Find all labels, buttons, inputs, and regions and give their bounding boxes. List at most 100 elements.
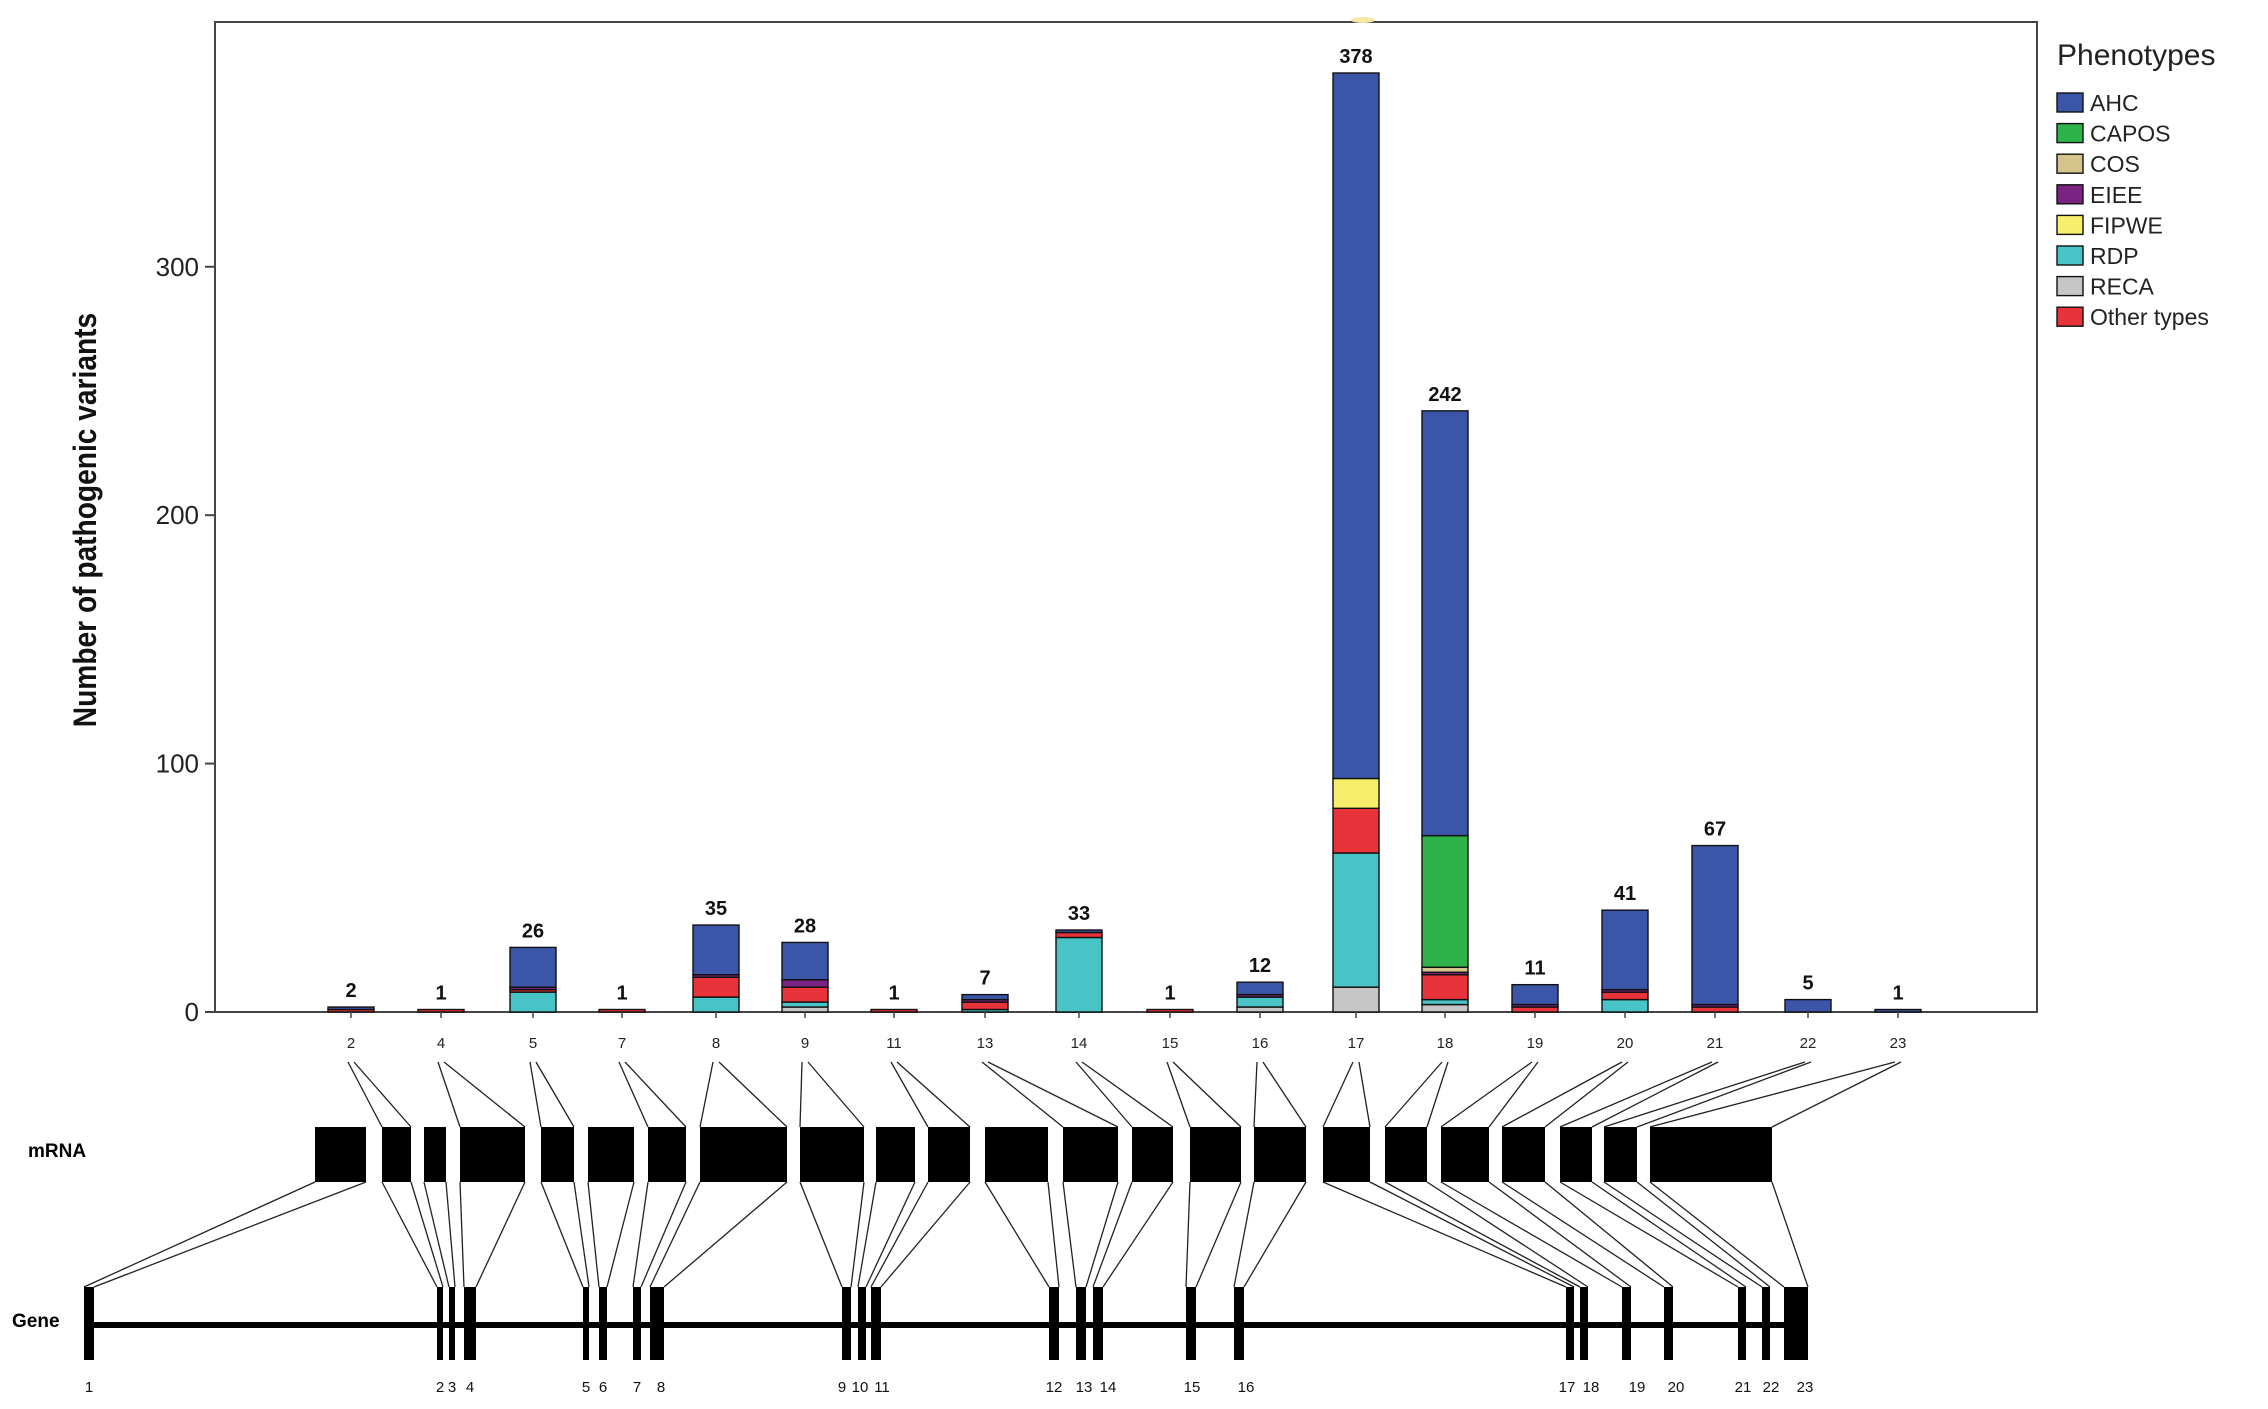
- gene-exon-label: 6: [599, 1379, 607, 1396]
- bar-segment-other-types: [598, 1008, 646, 1013]
- mrna-exon: [1385, 1127, 1427, 1182]
- mrna-to-gene-line: [850, 1181, 865, 1288]
- mrna-to-gene-line: [1501, 1181, 1665, 1288]
- mrna-to-gene-line: [1085, 1181, 1119, 1288]
- bar-total-label: 7: [979, 968, 990, 990]
- gene-exon-label: 23: [1797, 1379, 1814, 1396]
- bar-total-label: 26: [522, 920, 544, 942]
- mrna-exon: [1560, 1127, 1592, 1182]
- legend: Phenotypes AHC CAPOS COS EIEE FIPWE RDP RECA Ot…: [2040, 22, 2268, 342]
- gene-exon: [1076, 1287, 1086, 1360]
- bar-segment-ahc: [1421, 410, 1469, 837]
- x-tick-label: 4: [437, 1035, 445, 1052]
- gene-exons: 1 2 3 4 5 6 7 8 9 10 11 12 13 14 15 16 17 18 19 20 21 22 23: [84, 1287, 1813, 1396]
- mrna-to-gene-line: [640, 1181, 687, 1288]
- bar-segment-reca: [1421, 1003, 1469, 1013]
- legend-swatch: [2056, 184, 2084, 205]
- axis-to-mrna-line: [1262, 1061, 1307, 1128]
- axis-to-mrna-line: [443, 1061, 526, 1128]
- mrna-to-gene-line: [423, 1181, 450, 1288]
- legend-entry: RECA: [2090, 274, 2155, 300]
- bar-segment-ahc: [509, 946, 557, 988]
- gene-exon-label: 21: [1735, 1379, 1752, 1396]
- bar-total-label: 28: [794, 915, 816, 937]
- gene-exon: [1580, 1287, 1588, 1360]
- y-tick-label: 100: [156, 749, 199, 779]
- bar-segment-other-types: [1421, 974, 1469, 1001]
- axis-to-mrna-line: [353, 1061, 412, 1128]
- bar-segment-other-types: [692, 976, 740, 998]
- bar-segment-ahc: [1784, 998, 1832, 1013]
- mrna-to-gene-line: [1062, 1181, 1077, 1288]
- axis-to-mrna-line: [1358, 1061, 1371, 1128]
- axis-to-mrna-line: [1771, 1061, 1902, 1128]
- x-tick-label: 22: [1800, 1035, 1817, 1052]
- axis-to-mrna-line: [699, 1061, 714, 1128]
- gene-exon-label: 1: [85, 1379, 93, 1396]
- axis-to-mrna-line: [535, 1061, 575, 1128]
- mrna-to-gene-line: [1322, 1181, 1567, 1288]
- mrna-to-gene-line: [83, 1181, 316, 1288]
- mrna-to-gene-line: [1092, 1181, 1133, 1288]
- mrna-exon: [1132, 1127, 1173, 1182]
- exon-mapping-lines: [83, 1061, 1902, 1288]
- bar-total-label: 2: [345, 980, 356, 1002]
- bar-segment-ahc: [692, 924, 740, 976]
- x-tick-label: 8: [712, 1035, 720, 1052]
- mrna-to-gene-line: [381, 1181, 438, 1288]
- bar-segment-rdp: [692, 996, 740, 1013]
- mrna-to-gene-line: [870, 1181, 929, 1288]
- y-tick-label: 0: [185, 997, 199, 1027]
- axis-to-mrna-line: [529, 1061, 542, 1128]
- gene-row-label: Gene: [12, 1311, 60, 1332]
- plot-frame: [214, 21, 2038, 1013]
- gene-exon: [1234, 1287, 1244, 1360]
- axis-to-mrna-line: [1636, 1061, 1812, 1128]
- y-axis: 0 100 200 300: [156, 252, 215, 1027]
- gene-exon: [1664, 1287, 1673, 1360]
- x-tick-label: 11: [886, 1035, 902, 1052]
- gene-exon-label: 4: [466, 1379, 474, 1396]
- gene-exon: [1738, 1287, 1746, 1360]
- bar-segment-other-types: [1055, 931, 1103, 939]
- gene-exon-label: 8: [657, 1379, 665, 1396]
- axis-to-mrna-line: [1603, 1061, 1806, 1128]
- mrna-exon: [985, 1127, 1048, 1182]
- bar-total-label: 1: [888, 983, 899, 1005]
- bar-total-labels: 2 1 26 1 35 28 1 7 33 1 12 378 242 11 41 67 5 1: [345, 46, 1903, 1005]
- mrna-to-gene-line: [857, 1181, 877, 1288]
- bar-total-label: 1: [435, 983, 446, 1005]
- legend-swatch: [2056, 214, 2084, 236]
- gene-exon: [1622, 1287, 1631, 1360]
- gene-exon: [583, 1287, 589, 1360]
- mrna-to-gene-line: [1369, 1181, 1575, 1288]
- mrna-exon: [460, 1127, 525, 1182]
- axis-to-mrna-line: [624, 1061, 687, 1128]
- axis-to-mrna-line: [437, 1061, 461, 1128]
- mrna-to-gene-line: [1185, 1181, 1191, 1288]
- mrna-exon: [876, 1127, 915, 1182]
- legend-swatch: [2056, 153, 2084, 174]
- x-tick-label: 19: [1527, 1035, 1544, 1052]
- mrna-to-gene-line: [1426, 1181, 1589, 1288]
- legend-title: Phenotypes: [2057, 39, 2215, 72]
- mrna-to-gene-line: [799, 1181, 843, 1288]
- mrna-to-gene-line: [1636, 1181, 1771, 1288]
- mrna-to-gene-line: [1243, 1181, 1307, 1288]
- gene-exon: [1784, 1287, 1808, 1360]
- bar-segment-rdp: [1421, 998, 1469, 1006]
- gene-exon: [1762, 1287, 1770, 1360]
- gene-exon-label: 17: [1559, 1379, 1576, 1396]
- gene-exon: [871, 1287, 881, 1360]
- legend-entry: RDP: [2090, 243, 2139, 269]
- bar-total-label: 1: [1164, 983, 1175, 1005]
- axis-to-mrna-line: [799, 1061, 803, 1128]
- mrna-to-gene-line: [1603, 1181, 1763, 1288]
- mrna-exon: [1323, 1127, 1370, 1182]
- legend-swatch: [2056, 122, 2084, 144]
- mrna-to-gene-line: [1771, 1181, 1809, 1288]
- x-tick-label: 7: [618, 1035, 626, 1052]
- mrna-to-gene-line: [1047, 1181, 1060, 1288]
- bar-segment-ahc: [1874, 1008, 1922, 1013]
